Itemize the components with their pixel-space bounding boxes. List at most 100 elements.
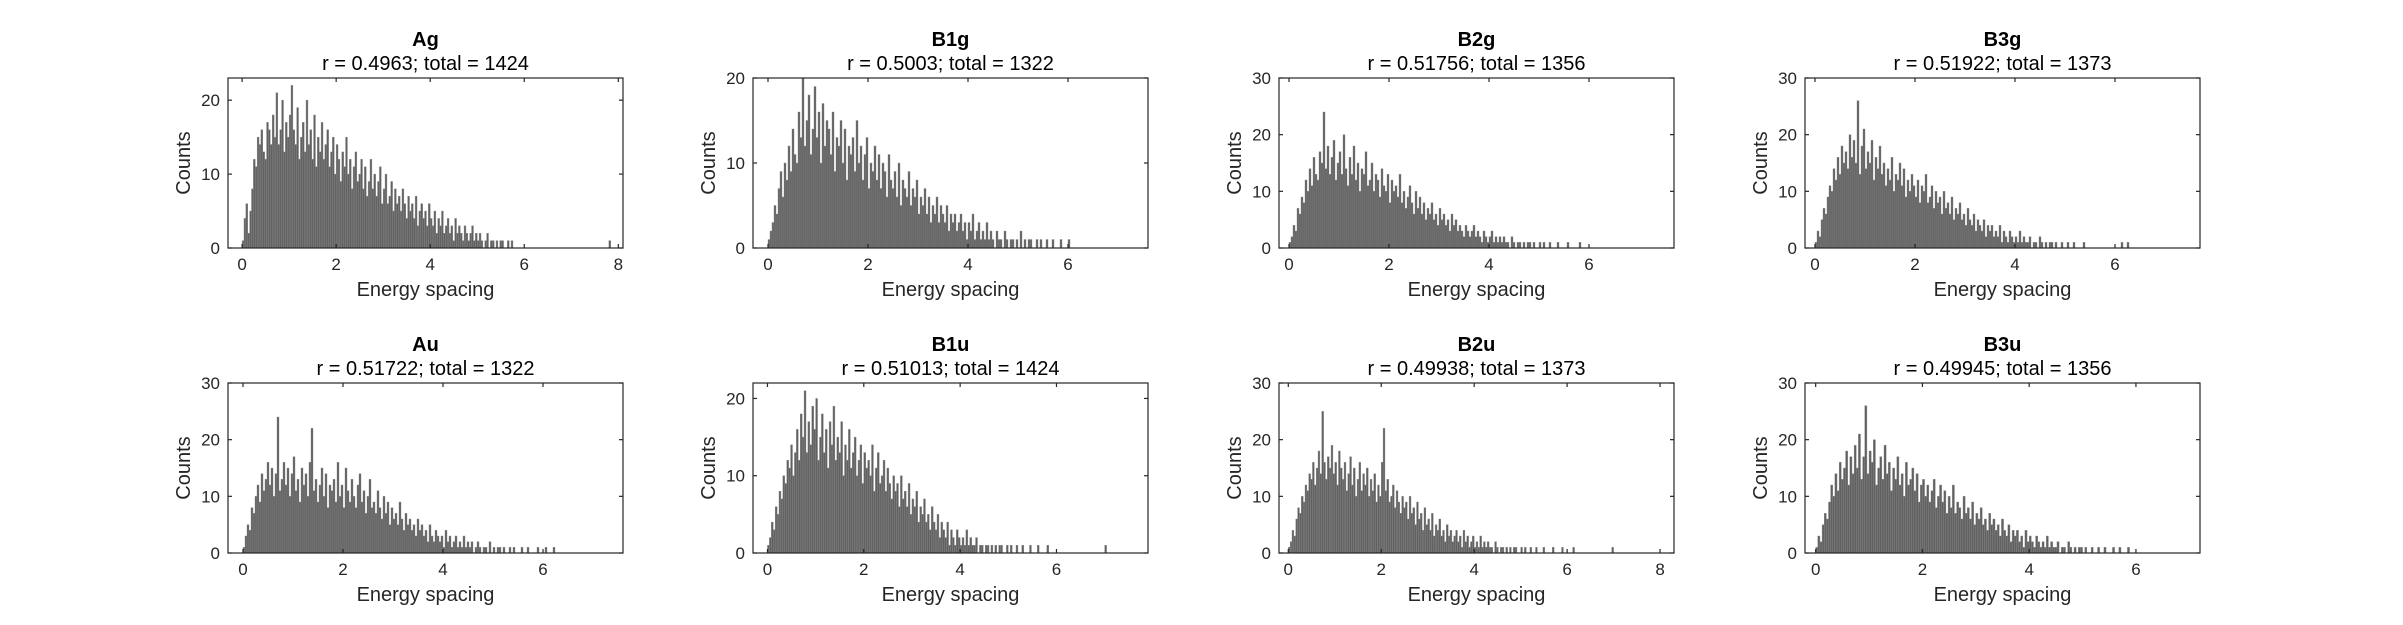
histogram-bar	[1384, 490, 1388, 554]
histogram-bar	[1381, 462, 1384, 554]
histogram-bar	[979, 239, 983, 249]
histogram-bar	[827, 128, 831, 249]
histogram-bar	[404, 513, 408, 554]
histogram-bar	[1886, 168, 1890, 249]
histogram-bar	[947, 230, 951, 249]
histogram-bar	[1412, 507, 1415, 554]
histogram-bar	[441, 210, 444, 249]
histogram-bar	[875, 467, 878, 554]
histogram-bar	[245, 203, 248, 249]
histogram-bar	[998, 545, 1001, 554]
histogram-bar	[1466, 230, 1470, 249]
histogram-bar	[1475, 541, 1479, 554]
histogram-bar	[1348, 157, 1352, 249]
histogram-bar	[356, 181, 359, 249]
histogram-bar	[1011, 239, 1015, 249]
x-tick-label: 8	[614, 255, 623, 274]
histogram-bar	[1960, 518, 1964, 554]
histogram-bar	[1890, 157, 1894, 249]
histogram-bar	[1888, 179, 1892, 249]
histogram-bar	[338, 496, 342, 554]
x-tick-label: 6	[2131, 560, 2140, 579]
histogram-bar	[1884, 185, 1888, 249]
histogram-bar	[362, 188, 365, 249]
histogram-bar	[823, 145, 827, 249]
histogram-bar	[1434, 524, 1438, 554]
histogram-bar	[813, 429, 816, 554]
histogram-bar	[473, 240, 476, 249]
histogram-bar	[915, 490, 918, 554]
histogram-bar	[838, 452, 841, 554]
histogram-bar	[1379, 496, 1382, 554]
histogram-bar	[1939, 484, 1942, 554]
panel-subtitle: r = 0.51013; total = 1424	[842, 358, 1060, 380]
histogram-bar	[1470, 230, 1474, 249]
histogram-bar	[287, 136, 290, 249]
histogram-bar	[1366, 185, 1370, 249]
histogram-bar	[2033, 547, 2036, 554]
histogram-bar	[790, 444, 793, 554]
histogram-bar	[1942, 191, 1946, 249]
histogram-bar	[388, 524, 392, 554]
histogram-bar	[1936, 202, 1940, 249]
histogram-bar	[903, 188, 907, 249]
histogram-bar	[1407, 518, 1410, 554]
histogram-bar	[939, 205, 943, 249]
histogram-bar	[243, 218, 247, 249]
histogram-bar	[1306, 191, 1310, 249]
histogram-bar	[356, 484, 360, 554]
histogram-bar	[452, 240, 455, 249]
histogram-bar	[936, 514, 940, 554]
histogram-bar	[1944, 208, 1948, 249]
histogram-bar	[975, 537, 978, 554]
histogram-bar	[304, 473, 308, 554]
histogram-bar	[1346, 185, 1350, 249]
histogram-bar	[855, 475, 859, 554]
panel-title: B2u	[1458, 334, 1496, 356]
histogram-bar	[1962, 496, 1966, 554]
histogram-bar	[290, 85, 294, 249]
histogram-bar	[300, 467, 304, 554]
histogram-bar	[1296, 208, 1300, 249]
histogram-bar	[1462, 236, 1466, 249]
histogram-bar	[278, 490, 282, 554]
histogram-bar	[1000, 545, 1003, 554]
histogram-bar	[851, 137, 855, 249]
y-tick-label: 30	[1252, 374, 1271, 393]
x-axis-label: Energy spacing	[882, 279, 1020, 301]
histogram-bar	[1414, 524, 1417, 554]
histogram-bar	[1300, 196, 1304, 249]
histogram-bar	[899, 205, 903, 249]
histogram-bar	[347, 173, 350, 249]
histogram-bar	[1868, 162, 1872, 249]
histogram-bar	[1916, 179, 1920, 249]
histogram-bar	[796, 429, 799, 554]
histogram-bar	[1513, 547, 1516, 554]
x-tick-label: 2	[1384, 255, 1393, 274]
histogram-bar	[896, 483, 899, 554]
histogram-bar	[1325, 479, 1328, 554]
histogram-bar	[2024, 530, 2028, 554]
histogram-bar	[859, 145, 863, 249]
histogram-bar	[1295, 518, 1298, 554]
histogram-bar	[1452, 225, 1456, 249]
y-tick-label: 30	[201, 374, 220, 393]
histogram-bar	[929, 529, 932, 554]
histogram-bar	[424, 210, 427, 249]
x-tick-label: 6	[520, 255, 529, 274]
y-tick-label: 10	[726, 154, 745, 173]
x-tick-label: 2	[1918, 560, 1927, 579]
histogram-bar	[1397, 501, 1401, 554]
histogram-bar	[390, 507, 394, 554]
histogram-bar	[369, 159, 373, 249]
histogram-bar	[1423, 507, 1427, 554]
histogram-bar	[354, 507, 358, 554]
histogram-bar	[934, 529, 938, 554]
x-axis-label: Energy spacing	[1934, 584, 2072, 606]
x-tick-label: 0	[1284, 560, 1293, 579]
histogram-bar	[1880, 174, 1884, 249]
histogram-bar	[821, 103, 825, 249]
histogram-bar	[789, 171, 793, 249]
y-tick-label: 10	[726, 467, 745, 486]
